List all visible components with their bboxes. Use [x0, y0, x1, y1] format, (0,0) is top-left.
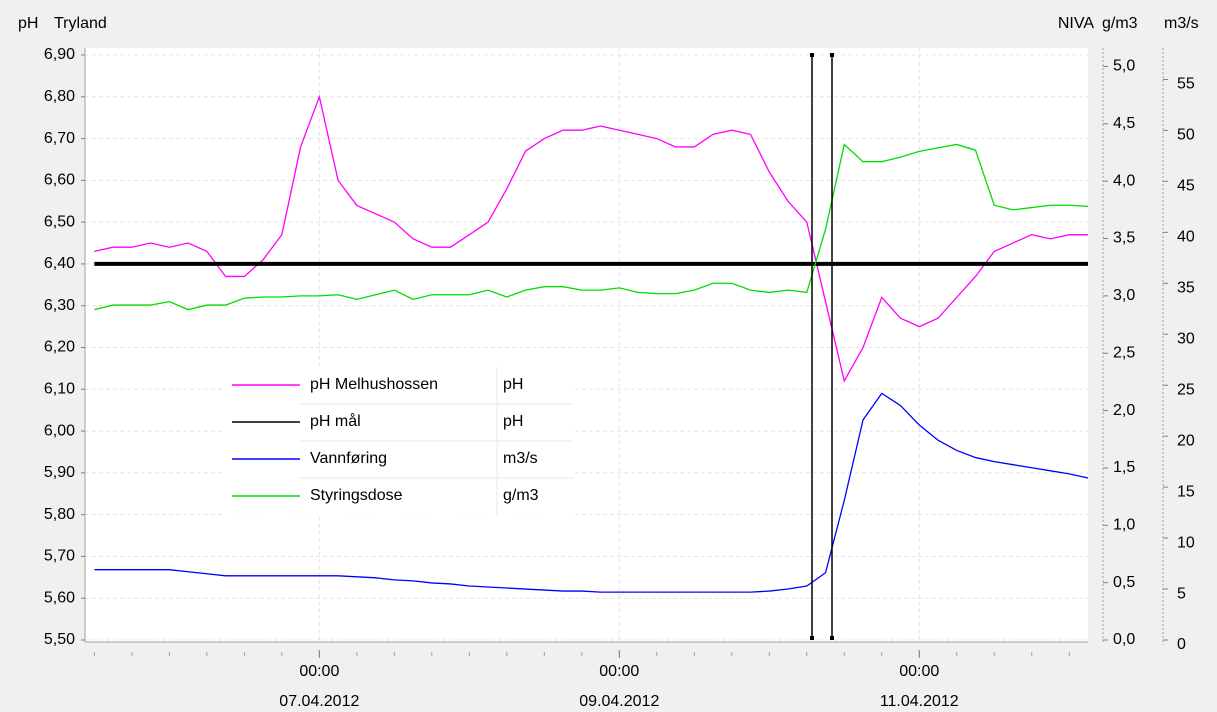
- y3-tick-label: 55: [1177, 76, 1195, 93]
- y2-tick-label: 1,0: [1113, 517, 1135, 534]
- legend-label: pH Melhushossen: [310, 376, 438, 393]
- y-tick-label: 6,10: [44, 381, 75, 398]
- y3-tick-label: 25: [1177, 381, 1195, 398]
- y3-axis-label: m3/s: [1164, 15, 1199, 32]
- y-tick-label: 6,80: [44, 88, 75, 105]
- cursor-handle: [830, 636, 834, 640]
- y-axis-label: pH: [18, 15, 38, 32]
- y2-tick-label: 1,5: [1113, 459, 1135, 476]
- series-line: [94, 392, 1089, 593]
- y3-tick-label: 35: [1177, 280, 1195, 297]
- y-tick-label: 6,20: [44, 339, 75, 356]
- source-label: NIVA: [1058, 15, 1094, 32]
- y-tick-label: 6,40: [44, 255, 75, 272]
- y-tick-label: 5,60: [44, 589, 75, 606]
- y-tick-label: 6,60: [44, 172, 75, 189]
- y-tick-label: 5,50: [44, 631, 75, 648]
- x-tick-label: 09.04.2012: [579, 693, 659, 710]
- y2-tick-label: 0,0: [1113, 631, 1135, 648]
- cursor-handle: [810, 636, 814, 640]
- y2-tick-label: 5,0: [1113, 58, 1135, 75]
- cursor-handle: [810, 53, 814, 57]
- y3-tick-label: 5: [1177, 585, 1186, 602]
- y3-tick-label: 40: [1177, 229, 1195, 246]
- y-tick-label: 5,80: [44, 506, 75, 523]
- chart-title: Tryland: [54, 15, 107, 32]
- y3-tick-label: 10: [1177, 534, 1195, 551]
- y2-tick-label: 0,5: [1113, 574, 1135, 591]
- legend-label: Styringsdose: [310, 487, 403, 504]
- legend-unit: pH: [503, 413, 523, 430]
- y-tick-label: 5,70: [44, 548, 75, 565]
- x-tick-label: 00:00: [299, 663, 339, 680]
- y-tick-label: 6,70: [44, 130, 75, 147]
- x-tick-label: 11.04.2012: [880, 693, 959, 710]
- legend: pH Melhushossen pH pH mål pH Vannføring m3/s S…: [225, 367, 573, 515]
- y3-tick-label: 50: [1177, 127, 1195, 144]
- cursor-group: [810, 53, 834, 640]
- y3-tick-label: 45: [1177, 178, 1195, 195]
- plot-area: [85, 48, 1088, 642]
- y3-tick-label: 20: [1177, 432, 1195, 449]
- y-tick-label: 6,00: [44, 422, 75, 439]
- legend-label: pH mål: [310, 412, 361, 430]
- y2-tick-label: 2,0: [1113, 402, 1135, 419]
- y2-tick-label: 4,5: [1113, 115, 1135, 132]
- cursor-handle: [830, 53, 834, 57]
- y2-axis-label: g/m3: [1102, 15, 1138, 32]
- y-tick-label: 6,30: [44, 297, 75, 314]
- y-tick-label: 6,50: [44, 213, 75, 230]
- y3-tick-label: 15: [1177, 483, 1195, 500]
- y2-tick-label: 3,0: [1113, 287, 1135, 304]
- x-tick-label: 07.04.2012: [279, 693, 359, 710]
- legend-unit: m3/s: [503, 450, 538, 467]
- legend-unit: pH: [503, 376, 523, 393]
- y3-tick-label: 0: [1177, 636, 1186, 653]
- y-tick-label: 5,90: [44, 464, 75, 481]
- y2-tick-label: 3,5: [1113, 230, 1135, 247]
- y-tick-label: 6,90: [44, 46, 75, 63]
- series-line: [94, 143, 1089, 311]
- x-tick-label: 00:00: [899, 663, 939, 680]
- legend-unit: g/m3: [503, 487, 539, 504]
- x-tick-label: 00:00: [599, 663, 639, 680]
- y3-tick-label: 30: [1177, 330, 1195, 347]
- y2-tick-label: 4,0: [1113, 172, 1135, 189]
- legend-label: Vannføring: [310, 450, 387, 467]
- y2-tick-label: 2,5: [1113, 344, 1135, 361]
